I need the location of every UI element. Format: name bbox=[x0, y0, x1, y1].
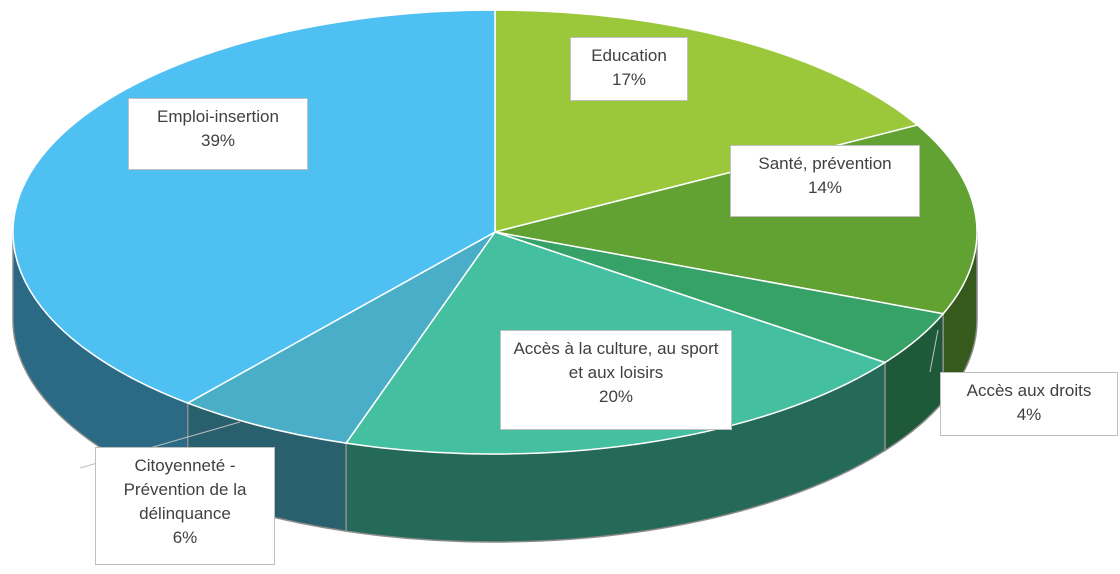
label-name: Santé, prévention bbox=[758, 154, 892, 173]
label-name: Accès à la culture, au sport et aux lois… bbox=[513, 339, 719, 382]
label-name: Emploi-insertion bbox=[157, 107, 279, 126]
data-label: Citoyenneté - Prévention de la délinquan… bbox=[95, 447, 275, 565]
leader-line bbox=[929, 329, 939, 373]
label-value: 20% bbox=[598, 387, 634, 406]
data-label: Accès aux droits 4% bbox=[940, 372, 1118, 436]
data-label: Education 17% bbox=[570, 37, 688, 101]
slice bbox=[185, 231, 496, 444]
data-label: Santé, prévention 14% bbox=[730, 145, 920, 217]
label-value: 17% bbox=[611, 70, 647, 89]
label-name: Citoyenneté - Prévention de la délinquan… bbox=[123, 456, 247, 523]
label-name: Accès aux droits bbox=[966, 381, 1092, 400]
label-value: 39% bbox=[200, 131, 236, 150]
data-label: Accès à la culture, au sport et aux lois… bbox=[500, 330, 732, 430]
label-name: Education bbox=[591, 46, 667, 65]
label-value: 14% bbox=[807, 178, 843, 197]
data-label: Emploi-insertion 39% bbox=[128, 98, 308, 170]
label-value: 4% bbox=[1016, 405, 1042, 424]
label-value: 6% bbox=[172, 528, 198, 547]
